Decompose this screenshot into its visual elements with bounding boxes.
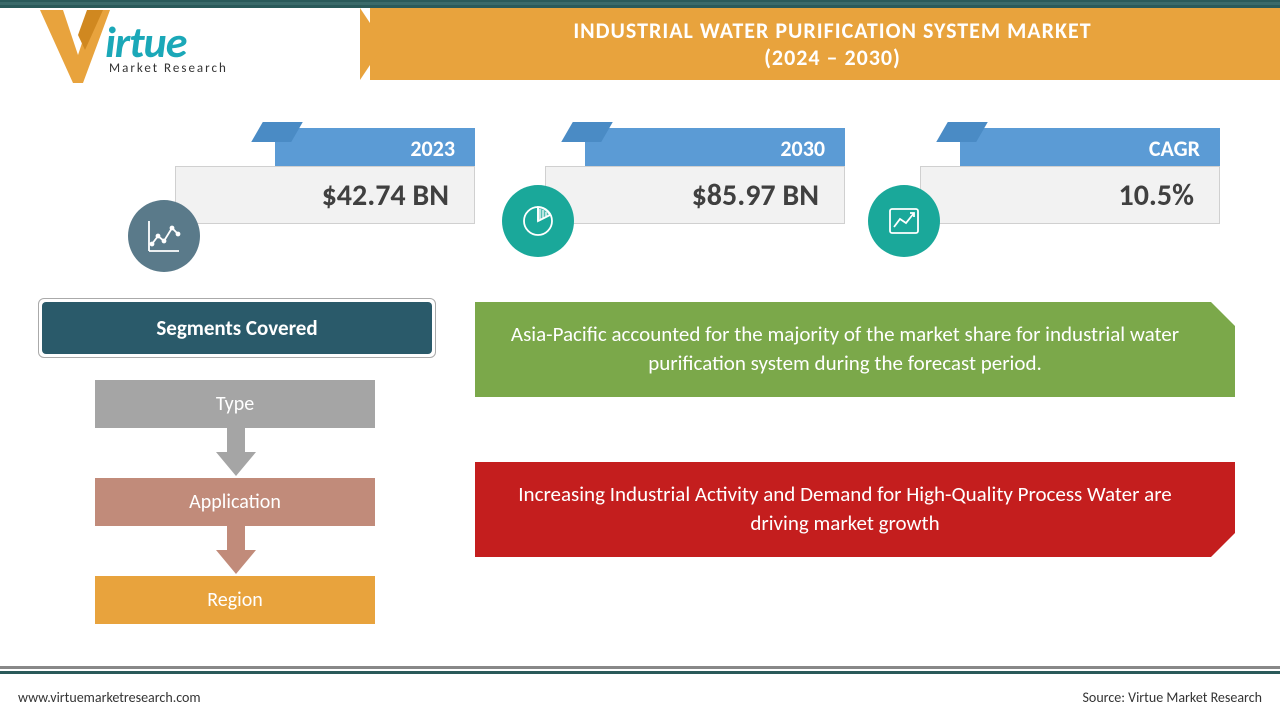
footer-url: www.virtuemarketresearch.com	[18, 689, 201, 706]
line-chart-icon	[128, 200, 200, 272]
brand-logo: irtue Market Research	[35, 5, 345, 95]
footer-source: Source: Virtue Market Research	[1083, 689, 1263, 706]
driver-insight-box: Increasing Industrial Activity and Deman…	[475, 462, 1235, 557]
logo-v-icon	[35, 5, 115, 90]
growth-chart-icon	[868, 185, 940, 257]
stat-tab-2030: 2030	[585, 128, 845, 168]
header-chevron-tip	[360, 8, 384, 80]
pie-chart-icon	[502, 185, 574, 257]
header-title-line2: (2024 – 2030)	[764, 44, 901, 71]
stat-value-2023: $42.74 BN	[175, 166, 475, 224]
header-title-line1: INDUSTRIAL WATER PURIFICATION SYSTEM MAR…	[573, 17, 1091, 44]
tab-notch	[936, 122, 988, 142]
segment-application: Application	[95, 478, 375, 526]
stat-value-2030: $85.97 BN	[545, 166, 845, 224]
region-insight-box: Asia-Pacific accounted for the majority …	[475, 302, 1235, 397]
box-notch	[1211, 302, 1235, 326]
region-insight-text: Asia-Pacific accounted for the majority …	[511, 321, 1179, 376]
stat-tab-2023: 2023	[275, 128, 475, 168]
stat-label-cagr: CAGR	[1149, 135, 1200, 162]
header-chevron-inner	[385, 8, 413, 80]
tab-notch	[561, 122, 613, 142]
box-notch	[1211, 533, 1235, 557]
logo-sub-text: Market Research	[109, 61, 228, 76]
arrow-down-icon	[216, 428, 256, 476]
stat-label-2023: 2023	[410, 135, 455, 162]
stat-value-cagr: 10.5%	[920, 166, 1220, 224]
header-banner: INDUSTRIAL WATER PURIFICATION SYSTEM MAR…	[385, 8, 1280, 80]
arrow-down-icon	[216, 526, 256, 574]
segments-header: Segments Covered	[42, 302, 432, 354]
segment-region: Region	[95, 576, 375, 624]
tab-notch	[251, 122, 303, 142]
driver-insight-text: Increasing Industrial Activity and Deman…	[518, 481, 1171, 536]
stat-label-2030: 2030	[780, 135, 825, 162]
stat-tab-cagr: CAGR	[960, 128, 1220, 168]
footer-divider	[0, 666, 1280, 676]
segment-type: Type	[95, 380, 375, 428]
